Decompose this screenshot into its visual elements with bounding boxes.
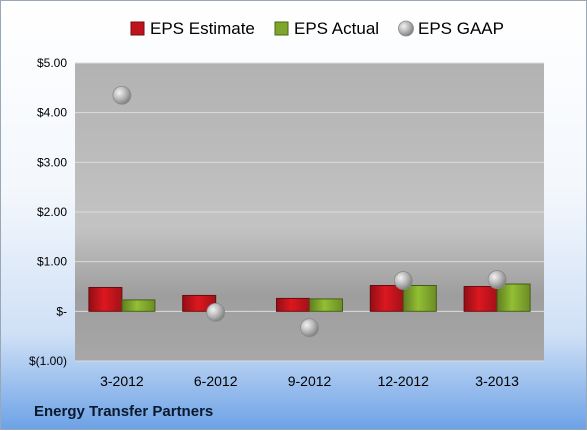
x-axis-labels: 3-2012 6-2012 9-2012 12-2012 3-2013 — [100, 373, 519, 389]
eps-estimate-bar — [88, 286, 123, 312]
x-tick-label: 9-2012 — [288, 373, 332, 389]
legend-estimate-swatch — [130, 21, 145, 36]
legend-actual-swatch — [274, 21, 289, 36]
y-axis-labels: $5.00 $4.00 $3.00 $2.00 $1.00 $- $(1.00) — [29, 56, 67, 368]
x-tick-label: 12-2012 — [378, 373, 430, 389]
legend-entry-label: EPS Estimate — [150, 19, 255, 38]
x-tick-label: 6-2012 — [194, 373, 238, 389]
y-tick-label: $2.00 — [37, 205, 67, 219]
eps-estimate-bar — [369, 285, 404, 312]
eps-gaap-point — [393, 271, 413, 290]
y-tick-label: $3.00 — [37, 155, 67, 169]
y-tick-label: $1.00 — [37, 255, 67, 269]
eps-gaap-point — [112, 85, 132, 105]
y-tick-label: $4.00 — [37, 106, 67, 120]
eps-actual-bar — [496, 283, 531, 312]
eps-estimate-bar — [463, 286, 498, 312]
eps-actual-bar — [121, 299, 156, 312]
legend-entry-label: EPS Actual — [294, 19, 379, 38]
eps-estimate-bar — [276, 297, 310, 312]
legend-entry-label: EPS GAAP — [418, 19, 504, 38]
y-tick-label: $(1.00) — [29, 354, 67, 368]
eps-actual-bar — [402, 285, 437, 312]
eps-gaap-point — [487, 270, 507, 289]
eps-gaap-point — [206, 302, 226, 322]
eps-gaap-point — [300, 318, 319, 338]
eps-actual-bar — [309, 298, 343, 312]
gaap-markers — [112, 85, 507, 338]
legend: EPS Estimate EPS Actual EPS GAAP — [130, 19, 504, 38]
legend-gaap-swatch — [398, 20, 414, 37]
x-tick-label: 3-2012 — [100, 373, 144, 389]
y-tick-label: $- — [56, 304, 67, 318]
y-tick-label: $5.00 — [37, 56, 67, 70]
bars — [88, 283, 531, 312]
x-tick-label: 3-2013 — [475, 373, 519, 389]
company-label: Energy Transfer Partners — [34, 403, 214, 420]
